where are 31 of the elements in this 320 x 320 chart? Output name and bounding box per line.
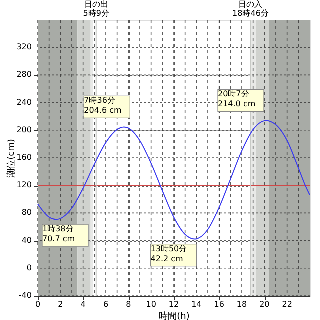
x-tick-label: 18 [236, 300, 248, 309]
y-tick-label: 160 [16, 153, 32, 162]
x-tick-label: 6 [103, 300, 109, 309]
y-tick-label: -40 [18, 291, 32, 300]
x-tick-label: 20 [260, 300, 270, 309]
annotation: 1時38分 70.7 cm [42, 224, 76, 244]
x-tick-label: 8 [126, 300, 132, 309]
x-tick-label: 0 [35, 300, 41, 309]
y-tick-label: 0 [26, 263, 32, 272]
y-tick-label: 40 [22, 236, 32, 245]
x-tick-label: 2 [58, 300, 64, 309]
y-tick-label: 200 [16, 125, 32, 134]
y-tick-label: 80 [22, 208, 32, 218]
ref-line-label: 日の出 5時9分 [83, 0, 110, 18]
line-series [38, 120, 310, 240]
x-tick-label: 10 [146, 300, 156, 309]
x-tick-label: 12 [168, 300, 180, 309]
x-tick-label: 16 [214, 300, 224, 309]
annotation: 20時7分 214.0 cm [218, 90, 256, 109]
y-tick-label: 320 [16, 42, 32, 52]
x-axis-title: 時間(h) [159, 311, 190, 320]
annotation: 7時36分 204.6 cm [84, 96, 122, 116]
y-axis-title: 潮位(cm) [6, 139, 17, 178]
y-tick-label: 240 [16, 98, 32, 107]
x-tick-label: 22 [282, 300, 292, 309]
ref-line-label: 日の入 18時46分 [232, 0, 269, 18]
annotation: 13時50分 42.2 cm [150, 244, 188, 264]
y-tick-label: 280 [16, 70, 32, 80]
y-tick-label: 120 [16, 180, 32, 190]
x-tick-label: 14 [192, 300, 202, 309]
x-tick-label: 4 [80, 300, 86, 309]
